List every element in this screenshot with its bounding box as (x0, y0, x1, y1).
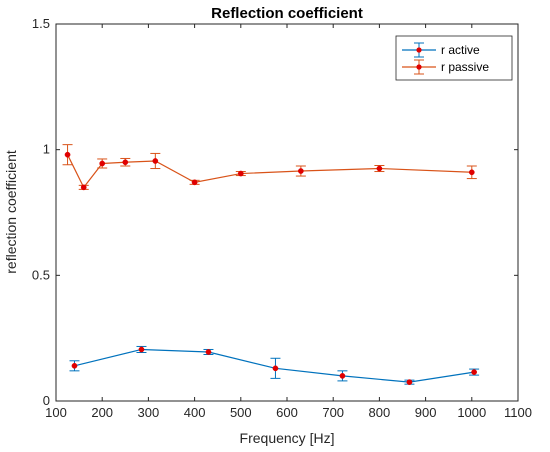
data-point (272, 365, 279, 372)
data-point (406, 379, 413, 385)
data-point (376, 165, 383, 172)
plot-frame (55, 23, 519, 402)
data-point (80, 184, 87, 191)
y-tick-label: 1.5 (32, 16, 50, 31)
data-point (205, 349, 212, 355)
y-tick-label: 0.5 (32, 267, 50, 282)
legend: r active r passive (395, 35, 513, 81)
data-point (152, 158, 159, 164)
data-point (64, 151, 71, 158)
legend-box (395, 35, 513, 81)
y-tick-label: 1 (43, 142, 50, 157)
x-tick-label: 500 (230, 405, 252, 420)
x-tick-label: 400 (184, 405, 206, 420)
legend-label: r active (441, 43, 480, 57)
x-tick-label: 900 (415, 405, 437, 420)
legend-swatch-marker (416, 47, 422, 53)
legend-swatch-marker (416, 64, 422, 70)
x-tick-label: 200 (91, 405, 113, 420)
data-point (138, 346, 145, 353)
x-tick-label: 700 (322, 405, 344, 420)
chart-title: Reflection coefficient (211, 5, 363, 22)
x-tick-label: 1000 (457, 405, 486, 420)
series-r-passive (62, 144, 477, 191)
data-point (71, 362, 78, 369)
data-point (99, 160, 106, 167)
data-point (122, 159, 129, 166)
x-tick-label: 800 (369, 405, 391, 420)
data-point (339, 373, 346, 379)
y-axis-label: reflection coefficient (3, 150, 19, 274)
x-tick-label: 1100 (504, 405, 532, 420)
x-tick-label: 300 (138, 405, 160, 420)
y-tick-label: 0 (43, 393, 50, 408)
x-axis-label: Frequency [Hz] (240, 430, 335, 446)
legend-label: r passive (441, 60, 489, 74)
data-point (237, 170, 244, 177)
tick-labels: 100 200 300 400 500 600 700 800 900 1000 1100 0 0.5 1… (32, 16, 532, 420)
x-tick-label: 600 (276, 405, 298, 420)
series-line (67, 154, 472, 189)
data-point (191, 179, 198, 186)
data-point (471, 369, 477, 375)
data-point (468, 169, 475, 176)
series-r-active (69, 345, 480, 385)
series-layer (62, 144, 480, 385)
x-tick-label: 100 (45, 405, 67, 420)
plot-background (56, 24, 518, 401)
data-point (298, 168, 304, 174)
